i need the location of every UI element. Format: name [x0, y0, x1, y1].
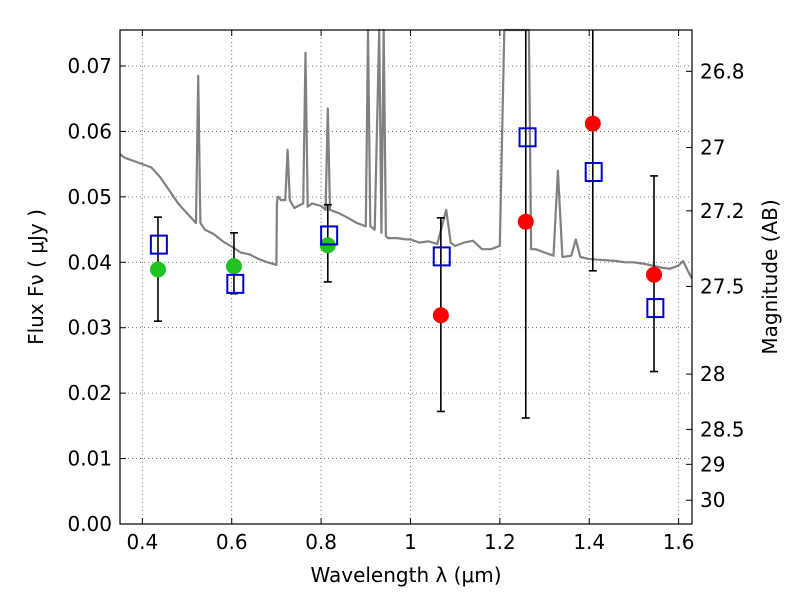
y-tick-label: 0.01	[67, 447, 112, 471]
y2-tick-label: 30	[700, 488, 725, 512]
nondetected-point	[584, 115, 601, 132]
y2-tick-label: 28.5	[700, 417, 745, 441]
model-point	[646, 298, 665, 319]
x-tick-label: 1.6	[663, 530, 695, 554]
x-tick-label: 0.4	[126, 530, 158, 554]
x-tick-label: 1.4	[573, 530, 605, 554]
plot-frame	[119, 29, 693, 525]
x-tick-label: 1	[404, 530, 417, 554]
y-tick-label: 0.03	[67, 316, 112, 340]
y-tick-label: 0.05	[67, 185, 112, 209]
detected-point	[225, 258, 242, 275]
grid-lines	[120, 30, 692, 524]
y-tick-label: 0.00	[67, 512, 112, 536]
y2-tick-label: 27.2	[700, 199, 745, 223]
nondetected-point	[646, 266, 663, 283]
template-line	[119, 28, 693, 280]
y-tick-label: 0.04	[67, 250, 112, 274]
detected-point	[149, 261, 166, 278]
y2-tick-label: 27.5	[700, 274, 745, 298]
axis-ticks: 0.4 0.6 0.8 1 1.2 1.4 1.6 0.00 0.01 0.02 0.03 0.04 0…	[67, 30, 745, 554]
model-point	[518, 127, 537, 148]
y-tick-label: 0.02	[67, 381, 112, 405]
model-point	[584, 161, 603, 182]
x-tick-label: 1.2	[484, 530, 516, 554]
model-point	[320, 225, 339, 246]
template-spectrum	[119, 28, 693, 280]
y2-tick-label: 27	[700, 135, 725, 159]
y2-tick-label: 28	[700, 362, 725, 386]
nondetected-point	[517, 213, 534, 230]
x-axis-label: Wavelength λ (μm)	[310, 563, 501, 587]
y-tick-label: 0.06	[67, 119, 112, 143]
x-tick-label: 0.6	[216, 530, 248, 554]
model-point	[149, 234, 168, 255]
model-point	[432, 246, 451, 267]
model-point	[226, 273, 245, 294]
x-tick-label: 0.8	[305, 530, 337, 554]
y2-axis-label: Magnitude (AB)	[758, 199, 782, 354]
y-axis-label: Flux Fν ( μJy )	[24, 209, 48, 345]
y2-tick-label: 26.8	[700, 59, 745, 83]
nondetected-point	[432, 307, 449, 324]
photometry-markers	[149, 115, 665, 324]
y-tick-label: 0.07	[67, 54, 112, 78]
y2-tick-label: 29	[700, 452, 725, 476]
